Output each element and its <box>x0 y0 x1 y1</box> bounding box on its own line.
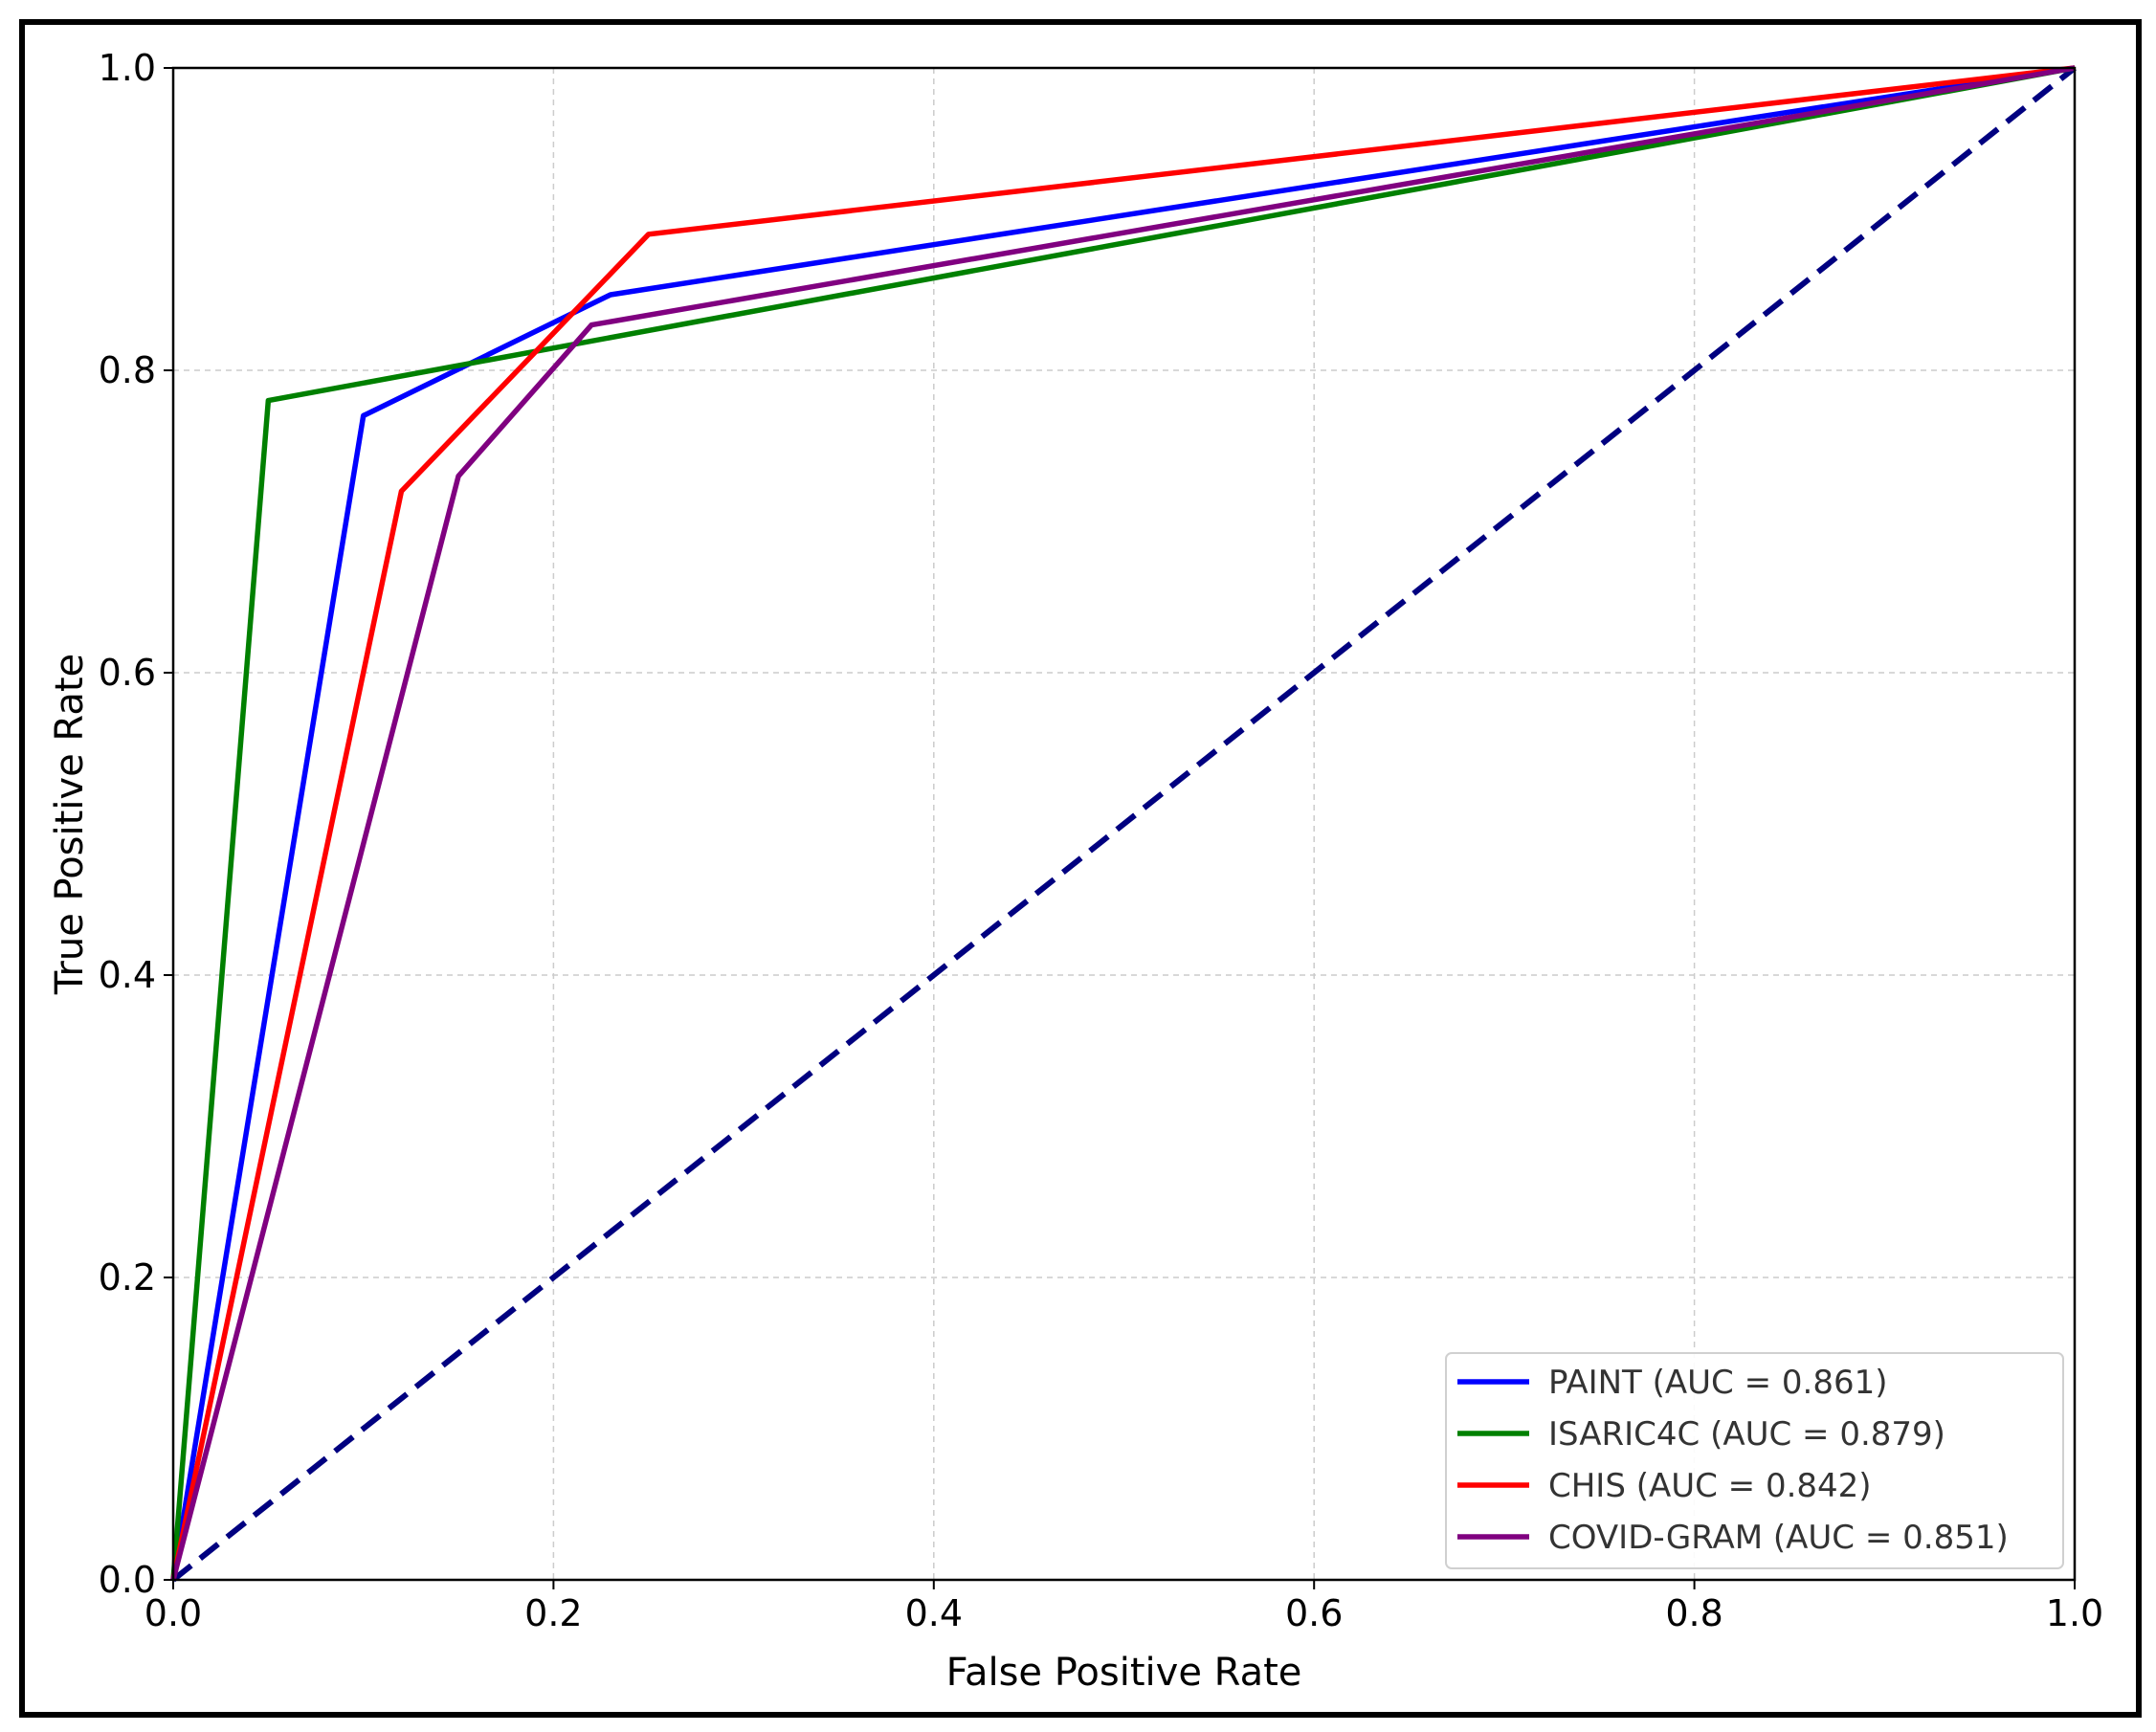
legend: PAINT (AUC = 0.861) ISARIC4C (AUC = 0.879… <box>1445 1352 2064 1569</box>
series-line-paint <box>170 65 2076 1581</box>
legend-box <box>1445 1352 2064 1569</box>
reference-line-layer <box>171 65 2077 1583</box>
legend-label-chis: CHIS (AUC = 0.842) <box>1548 1467 1872 1505</box>
x-tick-label: 1.0 <box>2046 1592 2103 1634</box>
y-tick-label: 0.2 <box>99 1256 156 1299</box>
y-tick-label: 1.0 <box>99 47 156 89</box>
ticks: 0.0 0.2 0.4 0.6 0.8 1.0 0.0 0.2 0.4 0.6 0.8 1.0 <box>99 47 2104 1634</box>
y-tick-label: 0.8 <box>99 349 156 391</box>
x-tick-label: 0.0 <box>144 1592 202 1634</box>
x-tick-label: 0.8 <box>1665 1592 1723 1634</box>
plot-area-border <box>171 66 2077 1582</box>
x-tick-label: 0.2 <box>524 1592 582 1634</box>
series-line-isaric4c <box>170 65 2076 1581</box>
y-tick-label: 0.4 <box>99 954 156 996</box>
reference-diagonal-line <box>171 65 2077 1583</box>
series-layer <box>170 65 2076 1581</box>
roc-chart: 0.0 0.2 0.4 0.6 0.8 1.0 0.0 0.2 0.4 0.6 0.8 1.0 Fal… <box>48 47 2104 1695</box>
y-tick-label: 0.6 <box>99 652 156 694</box>
y-tick-label: 0.0 <box>99 1559 156 1601</box>
legend-label-covid-gram: COVID-GRAM (AUC = 0.851) <box>1548 1519 2009 1557</box>
figure-frame: 0.0 0.2 0.4 0.6 0.8 1.0 0.0 0.2 0.4 0.6 0.8 1.0 Fal… <box>19 19 2142 1718</box>
x-tick-label: 0.6 <box>1285 1592 1343 1634</box>
legend-label-isaric4c: ISARIC4C (AUC = 0.879) <box>1548 1415 1945 1454</box>
x-axis-title: False Positive Rate <box>946 1651 1302 1695</box>
series-line-covid-gram <box>170 65 2076 1581</box>
y-axis-title: True Positive Rate <box>48 654 92 995</box>
legend-label-paint: PAINT (AUC = 0.861) <box>1548 1364 1887 1402</box>
series-line-chis <box>170 65 2076 1581</box>
x-tick-label: 0.4 <box>905 1592 963 1634</box>
